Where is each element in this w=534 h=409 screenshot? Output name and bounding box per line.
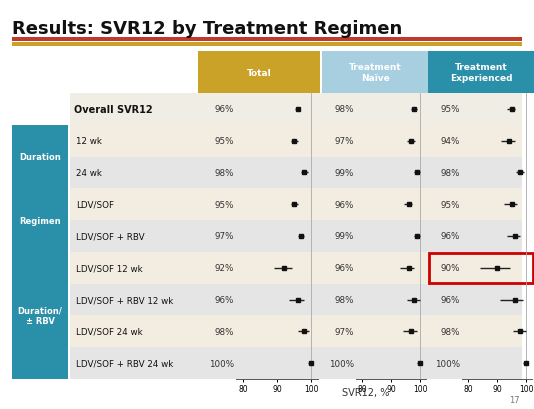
Text: 97%: 97% bbox=[334, 327, 354, 336]
Text: Regimen: Regimen bbox=[19, 216, 61, 225]
Text: 97%: 97% bbox=[334, 137, 354, 146]
Text: 97%: 97% bbox=[215, 232, 234, 241]
Text: 24 wk: 24 wk bbox=[76, 169, 102, 178]
Bar bbox=[322, 52, 428, 94]
Bar bbox=[70, 126, 522, 157]
Text: Treatment
Experienced: Treatment Experienced bbox=[450, 63, 512, 83]
Bar bbox=[70, 347, 522, 379]
Text: 96%: 96% bbox=[215, 295, 234, 304]
Text: 98%: 98% bbox=[334, 295, 354, 304]
Bar bbox=[12, 43, 522, 47]
Text: 92%: 92% bbox=[215, 264, 234, 273]
Text: 100%: 100% bbox=[209, 359, 234, 368]
Bar bbox=[12, 252, 68, 379]
Text: 100%: 100% bbox=[435, 359, 460, 368]
Text: 17: 17 bbox=[509, 395, 520, 404]
Text: 98%: 98% bbox=[441, 169, 460, 178]
Bar bbox=[429, 253, 533, 283]
Text: 98%: 98% bbox=[441, 327, 460, 336]
Text: Treatment
Naïve: Treatment Naïve bbox=[349, 63, 402, 83]
Text: 95%: 95% bbox=[215, 137, 234, 146]
Bar bbox=[70, 252, 522, 284]
Text: 90%: 90% bbox=[441, 264, 460, 273]
Bar bbox=[70, 189, 522, 220]
Text: 96%: 96% bbox=[441, 295, 460, 304]
Text: Duration/
± RBV: Duration/ ± RBV bbox=[18, 306, 62, 325]
Text: 96%: 96% bbox=[441, 232, 460, 241]
Text: 98%: 98% bbox=[334, 105, 354, 114]
Bar bbox=[70, 316, 522, 347]
Text: 99%: 99% bbox=[335, 232, 354, 241]
Text: LDV/SOF: LDV/SOF bbox=[76, 200, 114, 209]
Text: 96%: 96% bbox=[335, 264, 354, 273]
Text: 98%: 98% bbox=[215, 327, 234, 336]
Bar bbox=[428, 52, 534, 94]
Text: LDV/SOF 12 wk: LDV/SOF 12 wk bbox=[76, 264, 143, 273]
Text: 99%: 99% bbox=[335, 169, 354, 178]
Bar bbox=[70, 94, 522, 126]
Text: LDV/SOF 24 wk: LDV/SOF 24 wk bbox=[76, 327, 143, 336]
Bar bbox=[198, 52, 320, 94]
Text: Duration: Duration bbox=[19, 153, 61, 162]
Text: 95%: 95% bbox=[441, 105, 460, 114]
Bar bbox=[70, 284, 522, 316]
Text: Overall SVR12: Overall SVR12 bbox=[74, 105, 153, 115]
Bar bbox=[12, 189, 68, 252]
Text: 96%: 96% bbox=[215, 105, 234, 114]
Text: LDV/SOF + RBV 12 wk: LDV/SOF + RBV 12 wk bbox=[76, 295, 173, 304]
Bar bbox=[12, 126, 68, 189]
Text: LDV/SOF + RBV 24 wk: LDV/SOF + RBV 24 wk bbox=[76, 359, 173, 368]
Text: 95%: 95% bbox=[441, 200, 460, 209]
Text: 96%: 96% bbox=[335, 200, 354, 209]
Text: LDV/SOF + RBV: LDV/SOF + RBV bbox=[76, 232, 145, 241]
Text: 100%: 100% bbox=[329, 359, 354, 368]
Text: Total: Total bbox=[247, 68, 271, 77]
Text: SVR12, %: SVR12, % bbox=[342, 387, 390, 397]
Text: 94%: 94% bbox=[441, 137, 460, 146]
Bar bbox=[70, 157, 522, 189]
Text: 12 wk: 12 wk bbox=[76, 137, 102, 146]
Bar bbox=[70, 220, 522, 252]
Text: Results: SVR12 by Treatment Regimen: Results: SVR12 by Treatment Regimen bbox=[12, 20, 402, 38]
Text: 98%: 98% bbox=[215, 169, 234, 178]
Text: 95%: 95% bbox=[215, 200, 234, 209]
Bar bbox=[12, 38, 522, 42]
